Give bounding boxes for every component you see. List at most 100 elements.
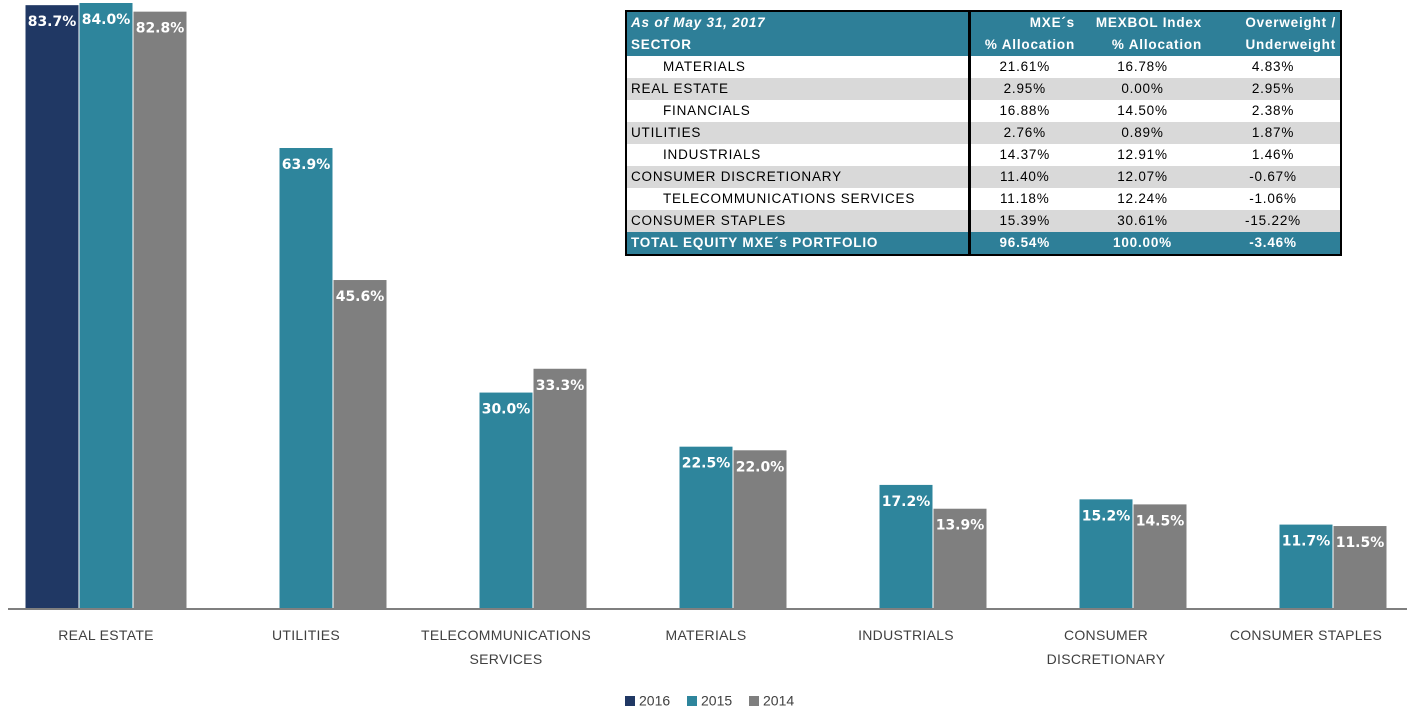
value-label: 14.5% <box>1136 513 1185 529</box>
table-row: CONSUMER DISCRETIONARY 11.40% 12.07% -0.67% <box>626 166 1341 188</box>
table-cell: 100.00% <box>1079 232 1206 255</box>
table-cell: MEXBOL Index <box>1079 11 1206 34</box>
allocation-table: As of May 31, 2017 MXE´s MEXBOL Index Overw… <box>625 10 1342 256</box>
table-row: MATERIALS 21.61% 16.78% 4.83% <box>626 56 1341 78</box>
bar <box>1079 499 1133 609</box>
table-cell: -1.06% <box>1249 191 1297 206</box>
table-cell: 2.38% <box>1251 103 1295 118</box>
table-row: FINANCIALS 16.88% 14.50% 2.38% <box>626 100 1341 122</box>
table-cell: TOTAL EQUITY MXE´s PORTFOLIO <box>626 232 971 255</box>
table-cell: 12.07% <box>1079 166 1206 188</box>
table-cell: 16.78% <box>1117 59 1168 74</box>
table-cell: 11.18% <box>999 191 1050 206</box>
table-cell: REAL ESTATE <box>626 78 971 100</box>
table-cell: 12.91% <box>1117 147 1168 162</box>
table-cell: FINANCIALS <box>626 100 971 122</box>
table-cell: TELECOMMUNICATIONS SERVICES <box>626 188 971 210</box>
table-cell: 16.88% <box>999 103 1051 118</box>
table-cell: 14.37% <box>999 147 1051 162</box>
bar <box>1133 504 1187 609</box>
table-row: TOTAL EQUITY MXE´s PORTFOLIO 96.54% 100.00… <box>626 232 1341 255</box>
table-cell: % Allocation <box>1079 34 1206 56</box>
table-row: As of May 31, 2017 MXE´s MEXBOL Index Overw… <box>626 11 1341 34</box>
table-cell: 1.46% <box>1251 147 1295 162</box>
table-cell: MATERIALS <box>626 56 971 78</box>
table-cell: UTILITIES <box>626 122 971 144</box>
x-tick-label: REAL ESTATE <box>58 627 154 643</box>
table-cell: 96.54% <box>969 232 1079 255</box>
bar <box>79 3 133 609</box>
table-cell: As of May 31, 2017 <box>626 11 971 34</box>
legend-swatch <box>687 696 697 706</box>
table-cell: SECTOR <box>626 34 971 56</box>
table-cell: 0.00% <box>1079 78 1206 100</box>
bar <box>679 446 733 609</box>
value-label: 17.2% <box>882 494 931 510</box>
table-cell: % Allocation <box>969 34 1079 56</box>
value-label: 30.0% <box>482 402 531 418</box>
table-cell: 0.89% <box>1079 122 1206 144</box>
bar <box>1279 524 1333 609</box>
legend-label: 2015 <box>701 693 732 709</box>
value-label: 22.0% <box>736 459 785 475</box>
bar <box>1333 526 1387 609</box>
table-row: SECTOR% Allocation% Allocation Underweigh… <box>626 34 1341 56</box>
legend-swatch <box>625 696 635 706</box>
table-row: UTILITIES 2.76% 0.89% 1.87% <box>626 122 1341 144</box>
table-cell: -15.22% <box>1206 210 1341 232</box>
x-tick-label: INDUSTRIALS <box>858 627 954 643</box>
value-label: 83.7% <box>28 14 77 30</box>
bar <box>133 11 187 609</box>
x-tick-label: CONSUMER DISCRETIONARY <box>1046 627 1166 667</box>
bar <box>333 280 387 609</box>
x-tick-label: CONSUMER STAPLES <box>1229 627 1383 643</box>
bar <box>933 508 987 609</box>
value-label: 84.0% <box>82 12 131 28</box>
value-label: 33.3% <box>536 378 585 394</box>
value-label: 11.5% <box>1336 535 1385 551</box>
table-cell: 4.83% <box>1251 59 1295 74</box>
table-cell: 11.40% <box>969 166 1079 188</box>
table-cell: 1.87% <box>1206 122 1341 144</box>
table-cell: 2.76% <box>969 122 1079 144</box>
table-cell: -3.46% <box>1206 232 1341 255</box>
table-cell: Overweight / <box>1206 11 1341 34</box>
table-cell: 12.24% <box>1117 191 1168 206</box>
table-cell: -0.67% <box>1206 166 1341 188</box>
x-tick-label: UTILITIES <box>271 627 341 643</box>
table-cell: MXE´s <box>969 11 1079 34</box>
table-row: INDUSTRIALS 14.37% 12.91% 1.46% <box>626 144 1341 166</box>
value-label: 82.8% <box>136 21 185 37</box>
table-row: REAL ESTATE 2.95% 0.00% 2.95% <box>626 78 1341 100</box>
x-tick-label: TELECOMMUNICATIONS SERVICES <box>420 627 592 667</box>
table-cell: 2.95% <box>969 78 1079 100</box>
bar <box>279 148 333 609</box>
x-tick-label: MATERIALS <box>665 627 747 643</box>
table-cell: Underweight <box>1206 34 1341 56</box>
table-cell: 30.61% <box>1079 210 1206 232</box>
bar <box>25 5 79 609</box>
table-cell: 2.95% <box>1206 78 1341 100</box>
table-row: CONSUMER STAPLES 15.39% 30.61% -15.22% <box>626 210 1341 232</box>
legend-swatch <box>749 696 759 706</box>
table-row: TELECOMMUNICATIONS SERVICES 11.18% 12.24% -… <box>626 188 1341 210</box>
table-body: As of May 31, 2017 MXE´s MEXBOL Index Overw… <box>626 11 1341 255</box>
legend-label: 2016 <box>639 693 670 709</box>
table-cell: CONSUMER STAPLES <box>626 210 971 232</box>
table-cell: 15.39% <box>969 210 1079 232</box>
legend-label: 2014 <box>763 693 794 709</box>
table-cell: CONSUMER DISCRETIONARY <box>626 166 971 188</box>
value-label: 15.2% <box>1082 508 1131 524</box>
bar <box>733 450 787 609</box>
table-cell: 21.61% <box>999 59 1051 74</box>
bar <box>479 392 533 609</box>
bar <box>879 484 933 609</box>
table-cell: 14.50% <box>1117 103 1168 118</box>
value-label: 11.7% <box>1282 534 1331 550</box>
value-label: 45.6% <box>336 289 385 305</box>
value-label: 13.9% <box>936 518 985 534</box>
table-cell: INDUSTRIALS <box>626 144 971 166</box>
value-label: 22.5% <box>682 456 731 472</box>
